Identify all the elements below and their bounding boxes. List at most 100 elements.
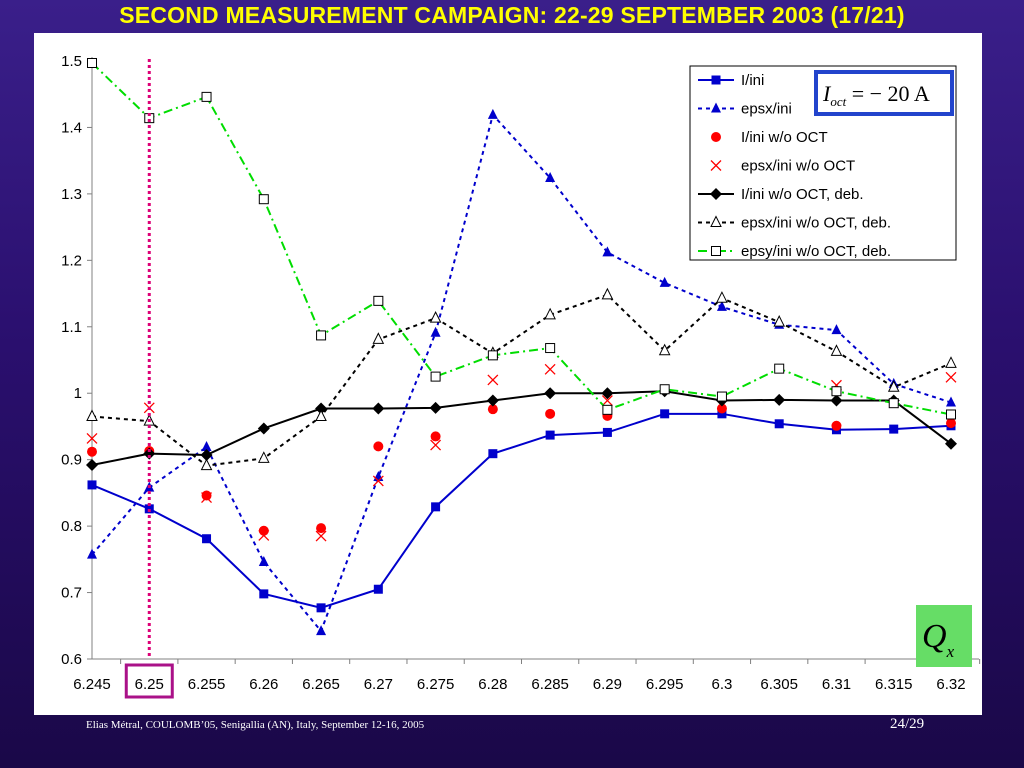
data-point	[830, 344, 843, 356]
data-point	[602, 427, 612, 437]
data-point	[887, 380, 900, 392]
data-point	[601, 387, 614, 400]
data-point	[372, 475, 384, 487]
highlight-tick-frame	[124, 663, 174, 699]
data-point	[429, 401, 442, 414]
data-point	[602, 246, 613, 257]
x-tick-label: 6.275	[417, 676, 455, 693]
data-point	[945, 371, 957, 383]
highlighted-tick-box	[124, 663, 174, 699]
y-tick-label: 1.1	[61, 319, 82, 336]
data-point	[488, 449, 498, 459]
data-point	[429, 311, 442, 323]
page-number: 24/29	[890, 716, 925, 732]
current-label-rest: = − 20 A	[846, 81, 930, 106]
x-tick-label: 6.3	[712, 676, 733, 693]
current-label-var: I	[822, 81, 832, 106]
data-point	[831, 324, 842, 335]
data-point	[945, 356, 957, 368]
data-point	[143, 447, 156, 460]
data-point	[544, 307, 556, 320]
data-point	[431, 502, 441, 512]
data-point	[487, 374, 499, 386]
legend-label: epsx/ini	[741, 101, 792, 118]
x-tick-label: 6.255	[188, 676, 226, 693]
data-point	[430, 371, 441, 382]
data-point	[87, 480, 97, 490]
data-point	[487, 404, 498, 415]
y-tick-label: 1.3	[61, 186, 82, 203]
data-point	[316, 603, 326, 613]
data-point	[201, 490, 212, 501]
data-point	[601, 395, 613, 406]
legend-label: epsx/ini w/o OCT, deb.	[741, 215, 891, 232]
data-point	[831, 386, 842, 397]
series-1	[87, 409, 956, 613]
data-point	[946, 396, 956, 407]
data-point	[87, 548, 97, 559]
legend-item: epsx/ini w/o OCT, deb.	[698, 215, 891, 232]
data-point	[888, 398, 899, 409]
data-point	[946, 409, 956, 420]
data-point	[258, 525, 269, 536]
data-point	[545, 408, 556, 419]
series-line	[91, 412, 952, 609]
data-point	[372, 402, 385, 415]
data-point	[201, 492, 212, 503]
legend-label: I/ini w/o OCT	[741, 129, 828, 146]
series-6	[86, 287, 957, 471]
data-point	[87, 57, 97, 68]
data-point	[316, 625, 327, 636]
data-point	[659, 276, 670, 287]
data-point	[660, 409, 670, 419]
data-point	[372, 332, 385, 344]
series-line	[91, 62, 952, 416]
plane-label-box: Qx	[916, 605, 972, 667]
data-point	[659, 384, 670, 395]
data-point	[602, 404, 613, 415]
chart-ticks: 0.6 0.7 0.8 0.9 1 1.1 1.2 1.3 1.4 1.5 6.245 6.25 6.2…	[61, 53, 981, 693]
data-point	[545, 171, 556, 182]
x-tick-label: 6.265	[302, 676, 340, 693]
data-point	[773, 393, 786, 406]
data-point	[945, 437, 957, 450]
data-point	[487, 108, 498, 119]
data-point	[889, 424, 899, 434]
data-point	[258, 194, 269, 205]
data-point	[716, 403, 727, 414]
legend-swatch-marker	[711, 132, 721, 142]
data-point	[544, 387, 557, 400]
y-tick-label: 0.7	[61, 585, 82, 602]
chart-panel: 0.6 0.7 0.8 0.9 1 1.1 1.2 1.3 1.4 1.5 6.245 6.25 6.2…	[34, 33, 982, 715]
legend-swatch-marker	[711, 102, 721, 113]
legend-item: I/ini w/o OCT	[711, 129, 828, 146]
y-tick-label: 1	[74, 385, 82, 402]
data-point	[430, 326, 441, 337]
data-point	[831, 420, 842, 431]
legend-label: I/ini w/o OCT, deb.	[741, 186, 864, 203]
svg-text:Ioct = − 20 A: Ioct = − 20 A	[822, 81, 930, 109]
data-point	[200, 458, 213, 471]
series-line	[91, 293, 952, 467]
legend-label: epsy/ini w/o OCT, deb.	[741, 243, 891, 260]
legend-swatch-marker	[710, 160, 722, 171]
x-tick-label: 6.29	[593, 676, 622, 693]
data-point	[202, 534, 212, 544]
data-point	[86, 458, 98, 471]
current-label-box: Ioct = − 20 A	[814, 70, 954, 116]
y-tick-label: 0.9	[61, 452, 82, 469]
series-7	[87, 57, 956, 420]
x-tick-label: 6.25	[135, 676, 164, 693]
data-point	[716, 300, 727, 311]
data-point	[545, 343, 556, 354]
data-point	[430, 439, 442, 451]
data-point	[315, 409, 327, 421]
data-point	[257, 451, 270, 463]
data-point	[315, 530, 327, 542]
legend-item: epsy/ini w/o OCT, deb.	[698, 243, 891, 260]
data-point	[373, 584, 383, 594]
x-tick-label: 6.28	[478, 676, 507, 693]
data-point	[86, 432, 98, 444]
data-point	[258, 555, 269, 566]
data-point	[257, 422, 270, 435]
